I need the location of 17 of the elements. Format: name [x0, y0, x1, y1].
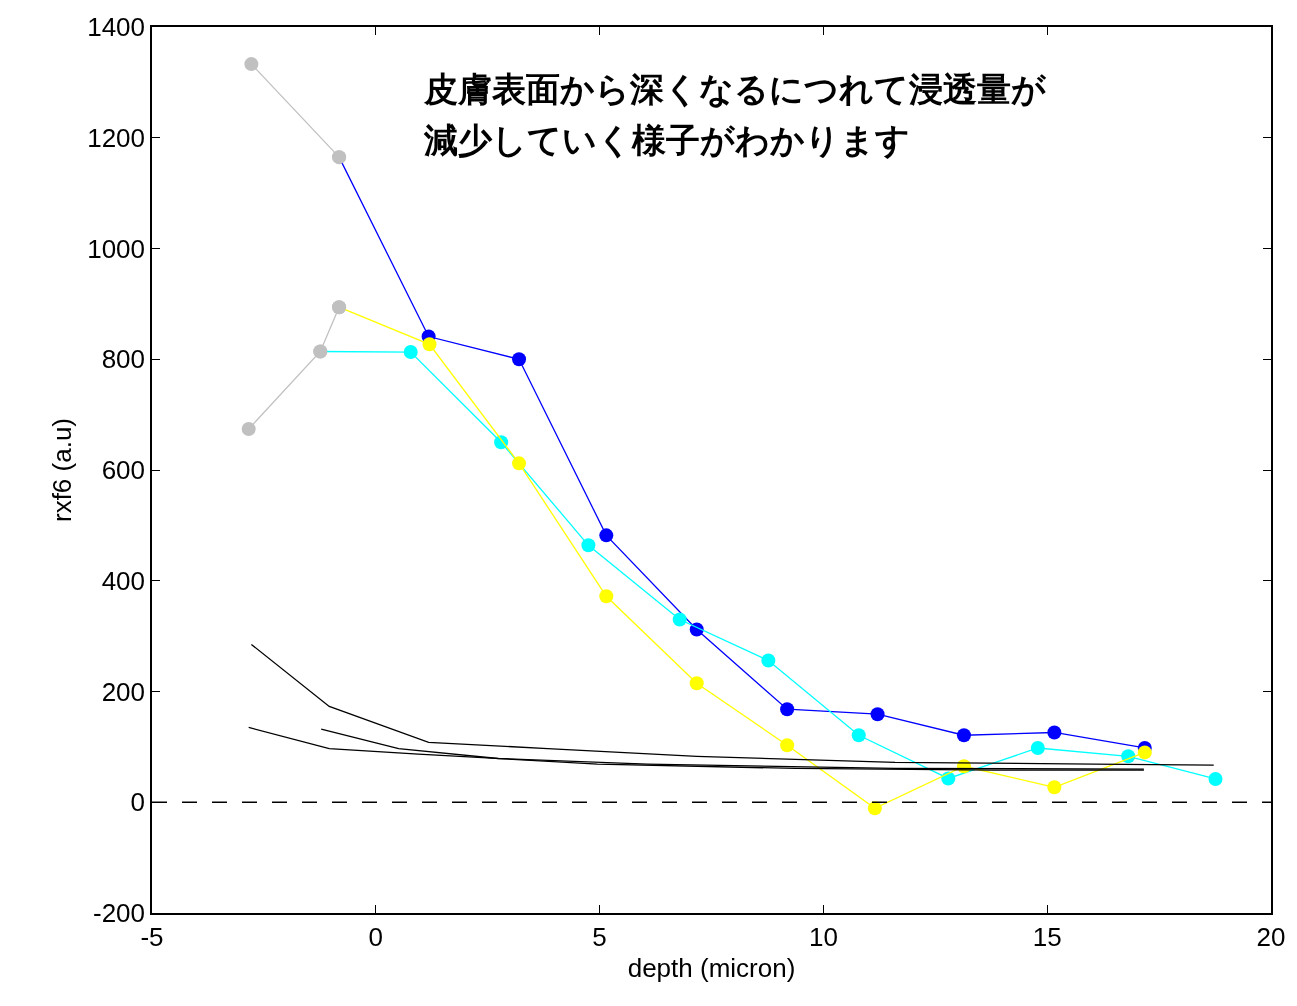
y-tick-label: 0	[130, 787, 146, 818]
y-tick-label: 400	[101, 565, 146, 596]
y-tick-label: 1400	[87, 12, 146, 43]
y-tick-label: 200	[101, 676, 146, 707]
x-axis-title: depth (micron)	[627, 953, 796, 984]
y-axis-title: rxf6 (a.u)	[47, 417, 78, 523]
x-tick-label: 0	[368, 921, 384, 952]
x-tick-label: 15	[1032, 921, 1062, 952]
annotation: 皮膚表面から深くなるにつれて浸透量が	[423, 69, 1047, 109]
x-tick-label: 10	[808, 921, 838, 952]
y-tick-label: 1200	[87, 122, 146, 153]
x-tick-label: 5	[592, 921, 607, 952]
y-tick-label: 800	[101, 344, 146, 375]
y-tick-label: 600	[101, 455, 146, 486]
y-tick-label: 1000	[87, 233, 146, 264]
annotation: 減少していく様子がわかります	[423, 120, 910, 160]
x-tick-label: 20	[1256, 921, 1286, 952]
